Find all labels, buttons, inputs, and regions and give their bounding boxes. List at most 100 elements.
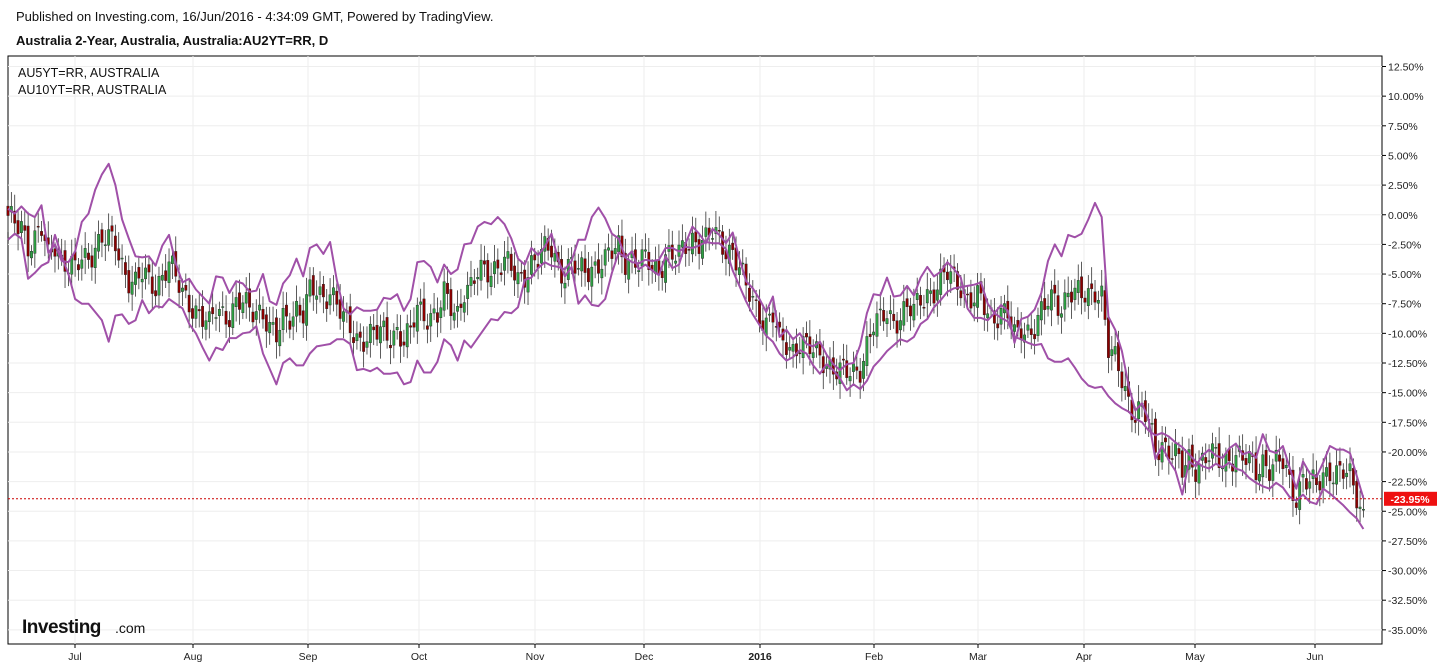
y-tick-label: -12.50% <box>1388 358 1427 370</box>
candle-down <box>36 225 40 228</box>
comparison-lines <box>7 162 1365 530</box>
candle-down <box>1083 297 1087 303</box>
candle-down <box>892 313 896 322</box>
candle-down <box>1318 481 1322 491</box>
candle-up <box>878 308 882 311</box>
candle-up <box>1013 324 1016 332</box>
x-tick-label: Apr <box>1076 651 1093 663</box>
candle-up <box>214 317 218 319</box>
candle-up <box>1325 467 1328 477</box>
candle-up <box>1308 481 1312 489</box>
candle-down <box>385 317 389 341</box>
candle-down <box>472 280 476 284</box>
series-line-au10yt <box>7 206 1365 530</box>
candle-up <box>1046 305 1050 310</box>
candle-up <box>1023 334 1026 343</box>
candle-up <box>912 304 916 321</box>
candle-down <box>77 264 80 271</box>
candle-up <box>291 316 295 327</box>
candle-up <box>751 296 755 298</box>
candle-down <box>1056 295 1060 316</box>
candle-up <box>268 321 272 334</box>
candle-up <box>271 322 275 325</box>
candle-down <box>251 311 255 323</box>
candle-down <box>1304 478 1308 490</box>
candle-down <box>228 320 231 328</box>
candle-up <box>1050 289 1053 311</box>
candle-up <box>553 252 557 262</box>
candle-up <box>368 323 372 343</box>
candle-up <box>120 257 124 260</box>
candle-up <box>456 306 459 312</box>
candle-down <box>275 317 278 343</box>
candle-up <box>1214 447 1218 449</box>
candle-up <box>83 248 87 258</box>
candle-down <box>26 225 30 257</box>
candle-up <box>935 289 939 301</box>
candle-down <box>496 259 500 269</box>
candle-down <box>177 280 181 293</box>
candle-down <box>1180 450 1184 478</box>
candle-down <box>623 252 627 275</box>
candle-up <box>258 304 262 311</box>
candle-up <box>862 360 865 379</box>
x-tick-label: Dec <box>635 651 654 663</box>
candle-down <box>288 320 292 330</box>
candle-down <box>1241 450 1245 461</box>
candle-up <box>925 289 929 304</box>
candle-up <box>768 313 771 316</box>
candle-down <box>422 298 426 322</box>
candle-down <box>868 334 872 337</box>
candle-down <box>1338 461 1342 466</box>
candle-up <box>929 290 933 294</box>
candle-down <box>117 248 121 261</box>
candle-up <box>1234 455 1238 473</box>
candle-up <box>600 268 604 279</box>
candle-up <box>231 303 235 328</box>
candle-up <box>217 308 221 316</box>
candle-up <box>540 249 543 264</box>
candle-down <box>754 299 758 301</box>
candle-up <box>254 311 258 320</box>
candle-up <box>704 227 708 237</box>
candle-up <box>1137 401 1141 420</box>
candle-up <box>1113 346 1117 355</box>
candle-down <box>87 252 90 260</box>
candle-down <box>191 308 194 319</box>
candle-down <box>147 264 151 273</box>
candle-down <box>1355 481 1359 509</box>
candle-up <box>888 310 892 315</box>
candle-up <box>1301 474 1305 478</box>
candle-down <box>446 282 449 294</box>
x-tick-label: Nov <box>526 651 545 663</box>
series-line-au5yt <box>7 162 1365 499</box>
candle-down <box>1351 468 1355 486</box>
y-tick-label: 5.00% <box>1388 150 1418 162</box>
candle-down <box>1033 334 1037 340</box>
legend-item-au10yt: AU10YT=RR, AUSTRALIA <box>18 83 167 97</box>
candle-down <box>184 285 188 291</box>
candle-up <box>342 311 345 322</box>
legend: AU5YT=RR, AUSTRALIA AU10YT=RR, AUSTRALIA <box>18 66 167 97</box>
candle-up <box>885 318 889 325</box>
candle-up <box>1345 472 1349 478</box>
candle-down <box>325 301 329 309</box>
candle-up <box>1096 300 1100 304</box>
candle-up <box>476 277 480 280</box>
candle-down <box>513 265 517 281</box>
investing-logo[interactable]: Investing .com <box>22 617 145 638</box>
candle-up <box>526 277 530 293</box>
candle-down <box>127 270 131 294</box>
candle-up <box>664 254 667 283</box>
candle-up <box>382 320 386 328</box>
candle-down <box>483 260 486 265</box>
last-value-badge <box>1384 491 1437 506</box>
x-tick-label: Oct <box>411 651 427 663</box>
candle-down <box>248 288 251 308</box>
candle-down <box>721 231 725 255</box>
candle-down <box>412 322 416 328</box>
candle-up <box>1026 324 1030 331</box>
candle-down <box>771 312 775 323</box>
published-notice: Published on Investing.com, 16/Jun/2016 … <box>16 9 494 24</box>
